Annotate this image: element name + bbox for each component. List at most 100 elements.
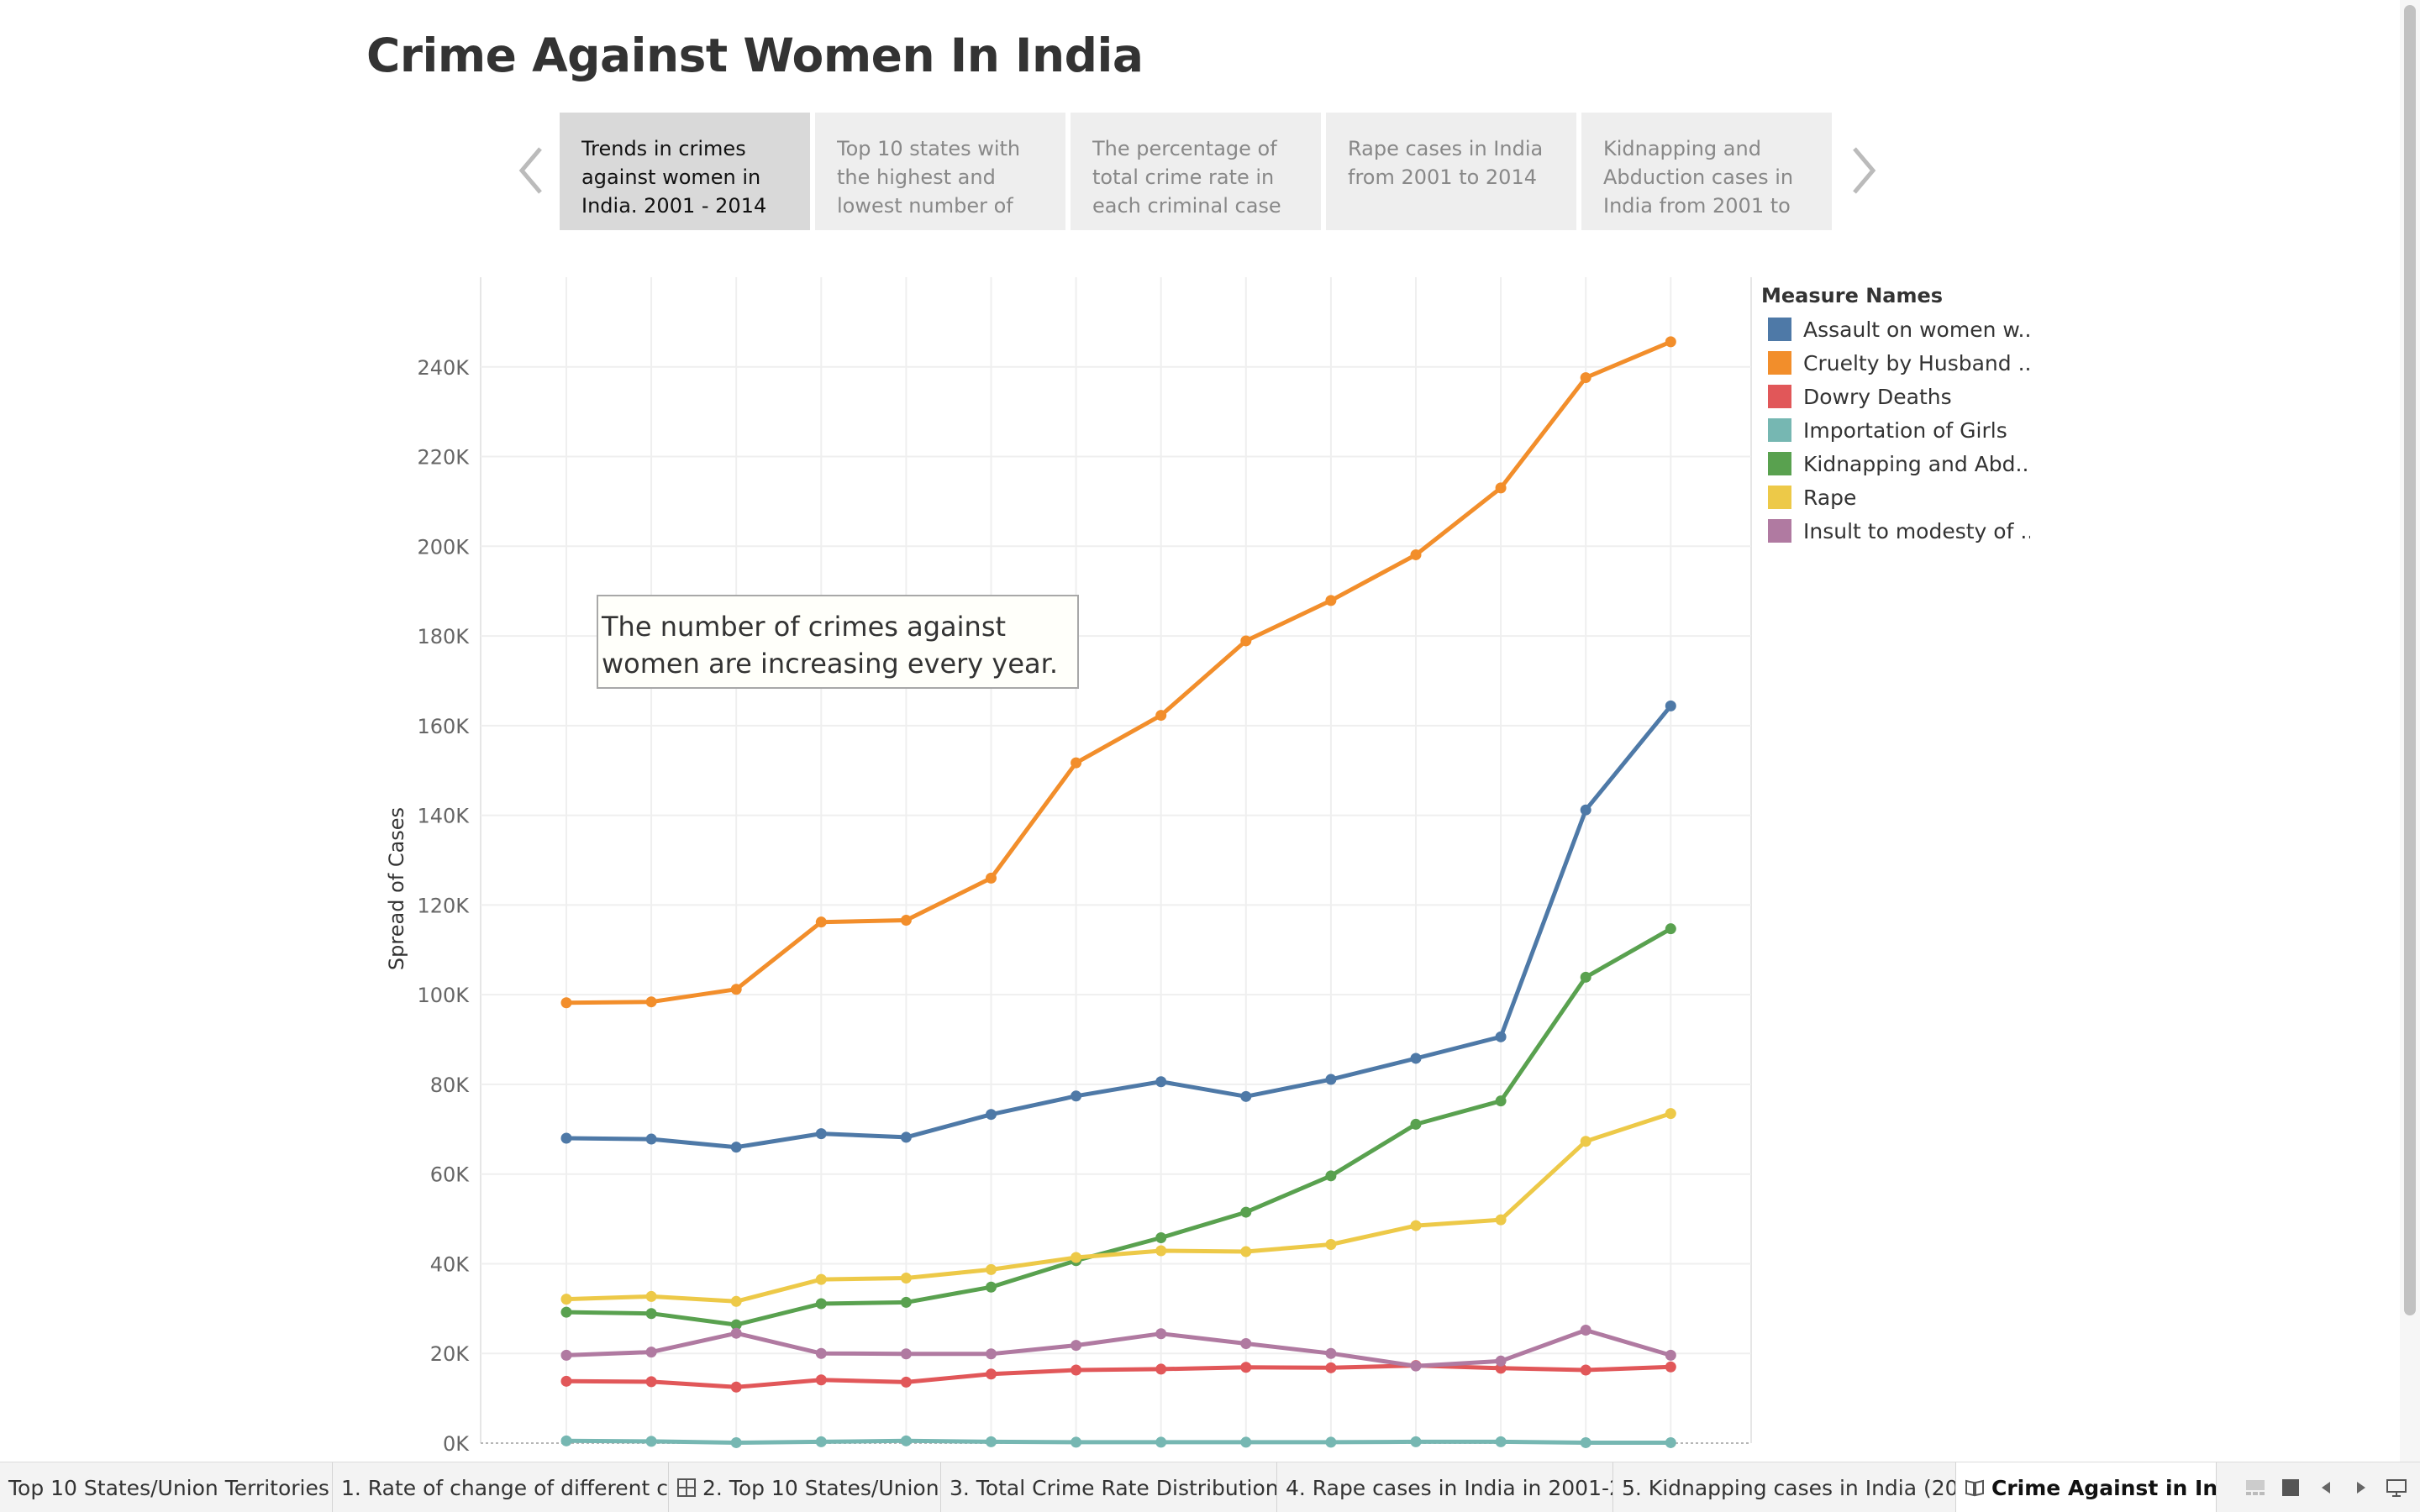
data-point[interactable]	[1495, 1095, 1507, 1107]
data-point[interactable]	[560, 1375, 572, 1387]
data-point[interactable]	[1665, 336, 1676, 348]
data-point[interactable]	[900, 1273, 912, 1284]
data-point[interactable]	[815, 1347, 827, 1359]
data-point[interactable]	[1325, 1074, 1337, 1085]
data-point[interactable]	[1240, 1090, 1252, 1102]
data-point[interactable]	[1665, 1108, 1676, 1120]
series-line[interactable]	[564, 1328, 1673, 1368]
data-point[interactable]	[900, 1435, 912, 1446]
data-point[interactable]	[1155, 1245, 1167, 1257]
data-point[interactable]	[730, 1381, 742, 1393]
data-point[interactable]	[1580, 971, 1591, 983]
series-line[interactable]	[564, 703, 1673, 1150]
data-point[interactable]	[730, 1295, 742, 1307]
scrollbar-thumb[interactable]	[2404, 5, 2416, 1315]
data-point[interactable]	[986, 1368, 997, 1380]
data-point[interactable]	[1240, 1246, 1252, 1257]
tab-top10-dashboard[interactable]: 2. Top 10 States/Union	[669, 1462, 941, 1512]
data-point[interactable]	[1495, 482, 1507, 494]
data-point[interactable]	[815, 1128, 827, 1140]
data-point[interactable]	[1410, 549, 1422, 560]
tab-rate-of-change[interactable]: 1. Rate of change of different cri...	[333, 1462, 669, 1512]
data-point[interactable]	[1240, 1337, 1252, 1349]
data-point[interactable]	[1155, 1436, 1167, 1448]
data-point[interactable]	[1665, 923, 1676, 935]
data-point[interactable]	[1325, 1436, 1337, 1448]
data-point[interactable]	[900, 915, 912, 927]
legend-item[interactable]: Importation of Girls	[1761, 413, 2030, 447]
story-point-kidnapping[interactable]: Kidnapping and Abduction cases in India …	[1581, 113, 1832, 230]
data-point[interactable]	[1071, 1252, 1082, 1263]
tab-crime-against-in-india[interactable]: Crime Against in India	[1956, 1462, 2217, 1512]
data-point[interactable]	[900, 1131, 912, 1143]
data-point[interactable]	[986, 1109, 997, 1121]
data-point[interactable]	[645, 1308, 657, 1320]
data-point[interactable]	[560, 1294, 572, 1305]
data-point[interactable]	[560, 1435, 572, 1446]
tab-total-crime-rate[interactable]: 3. Total Crime Rate Distribution f...	[941, 1462, 1277, 1512]
legend-item[interactable]: Dowry Deaths	[1761, 380, 2030, 413]
legend-item[interactable]: Kidnapping and Abd..	[1761, 447, 2030, 480]
data-point[interactable]	[1325, 1347, 1337, 1359]
data-point[interactable]	[560, 1306, 572, 1318]
data-point[interactable]	[1071, 1090, 1082, 1102]
show-filmstrip-button[interactable]	[2242, 1474, 2269, 1501]
data-point[interactable]	[1071, 1340, 1082, 1352]
data-point[interactable]	[1071, 757, 1082, 769]
data-point[interactable]	[1580, 1364, 1591, 1376]
legend-item[interactable]: Cruelty by Husband ..	[1761, 346, 2030, 380]
data-point[interactable]	[986, 1436, 997, 1447]
data-point[interactable]	[815, 1436, 827, 1447]
legend-item[interactable]: Insult to modesty of ..	[1761, 514, 2030, 548]
data-point[interactable]	[1325, 1239, 1337, 1251]
data-point[interactable]	[1665, 1361, 1676, 1373]
data-point[interactable]	[730, 984, 742, 995]
data-point[interactable]	[1495, 1436, 1507, 1447]
data-point[interactable]	[1071, 1364, 1082, 1376]
data-point[interactable]	[900, 1296, 912, 1308]
series-line[interactable]	[564, 1111, 1673, 1304]
data-point[interactable]	[986, 1263, 997, 1275]
data-point[interactable]	[645, 1376, 657, 1388]
previous-sheet-button[interactable]	[2312, 1474, 2339, 1501]
data-point[interactable]	[1325, 595, 1337, 606]
data-point[interactable]	[1325, 1362, 1337, 1373]
data-point[interactable]	[730, 1319, 742, 1331]
data-point[interactable]	[1155, 1076, 1167, 1088]
show-tabs-button[interactable]	[2277, 1474, 2304, 1501]
series-line[interactable]	[564, 927, 1673, 1327]
data-point[interactable]	[730, 1327, 742, 1339]
data-point[interactable]	[815, 1298, 827, 1310]
data-point[interactable]	[730, 1142, 742, 1153]
data-point[interactable]	[1665, 1349, 1676, 1361]
tab-kidnapping-cases[interactable]: 5. Kidnapping cases in India (20...	[1613, 1462, 1956, 1512]
data-point[interactable]	[815, 1273, 827, 1285]
data-point[interactable]	[1410, 1118, 1422, 1130]
data-point[interactable]	[986, 1281, 997, 1293]
data-point[interactable]	[986, 872, 997, 884]
data-point[interactable]	[900, 1376, 912, 1388]
data-point[interactable]	[1240, 1206, 1252, 1218]
data-point[interactable]	[1240, 1362, 1252, 1373]
data-point[interactable]	[1071, 1436, 1082, 1448]
legend-item[interactable]: Rape	[1761, 480, 2030, 514]
data-point[interactable]	[1240, 1436, 1252, 1448]
data-point[interactable]	[1580, 804, 1591, 816]
data-point[interactable]	[815, 1374, 827, 1386]
story-point-trends[interactable]: Trends in crimes against women in India.…	[560, 113, 810, 230]
data-point[interactable]	[900, 1348, 912, 1360]
data-point[interactable]	[645, 1436, 657, 1447]
data-point[interactable]	[1410, 1360, 1422, 1372]
data-point[interactable]	[1155, 1231, 1167, 1243]
data-point[interactable]	[1580, 1324, 1591, 1336]
data-point[interactable]	[1155, 1363, 1167, 1375]
tab-rape-cases[interactable]: 4. Rape cases in India in 2001-2...	[1277, 1462, 1613, 1512]
story-point-percentage[interactable]: The percentage of total crime rate in ea…	[1071, 113, 1321, 230]
data-point[interactable]	[1495, 1031, 1507, 1042]
next-sheet-button[interactable]	[2348, 1474, 2375, 1501]
data-point[interactable]	[1410, 1220, 1422, 1231]
data-point[interactable]	[1665, 1436, 1676, 1448]
legend-item[interactable]: Assault on women w..	[1761, 312, 2030, 346]
data-point[interactable]	[1325, 1170, 1337, 1182]
series-line[interactable]	[564, 339, 1673, 1005]
